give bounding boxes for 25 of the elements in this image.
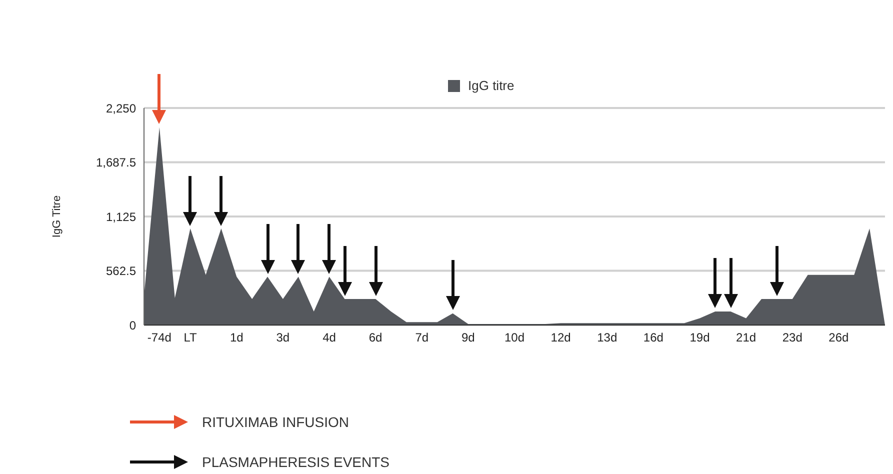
x-tick-label: -74d (147, 330, 172, 345)
x-tick-label: 12d (550, 330, 571, 345)
x-tick-label: 3d (276, 330, 290, 345)
x-tick-label: 7d (415, 330, 429, 345)
x-tick-label: 23d (782, 330, 802, 345)
x-tick-label: 1d (230, 330, 244, 345)
x-tick-label: 21d (736, 330, 756, 345)
y-tick-label: 1,125 (106, 210, 136, 224)
x-tick-label: 4d (322, 330, 336, 345)
legend-label: IgG titre (468, 78, 514, 93)
x-tick-label: 6d (368, 330, 382, 345)
y-tick-label: 0 (129, 318, 136, 332)
text: RITUXIMAB INFUSION (202, 414, 350, 430)
x-tick-label: LT (184, 330, 198, 345)
text: PLASMAPHERESIS EVENTS (202, 454, 390, 470)
x-tick-label: 10d (504, 330, 525, 345)
x-tick-label: 13d (597, 330, 618, 345)
y-tick-label: 1,687.5 (96, 156, 136, 170)
x-tick-label: 26d (828, 330, 849, 345)
x-tick-label: 9d (462, 330, 475, 345)
x-tick-label: 19d (690, 330, 710, 345)
x-tick-label: 16d (643, 330, 664, 345)
y-axis-title: IgG Titre (50, 195, 63, 238)
y-tick-label: 2,250 (106, 101, 136, 116)
y-tick-label: 562.5 (106, 264, 136, 278)
